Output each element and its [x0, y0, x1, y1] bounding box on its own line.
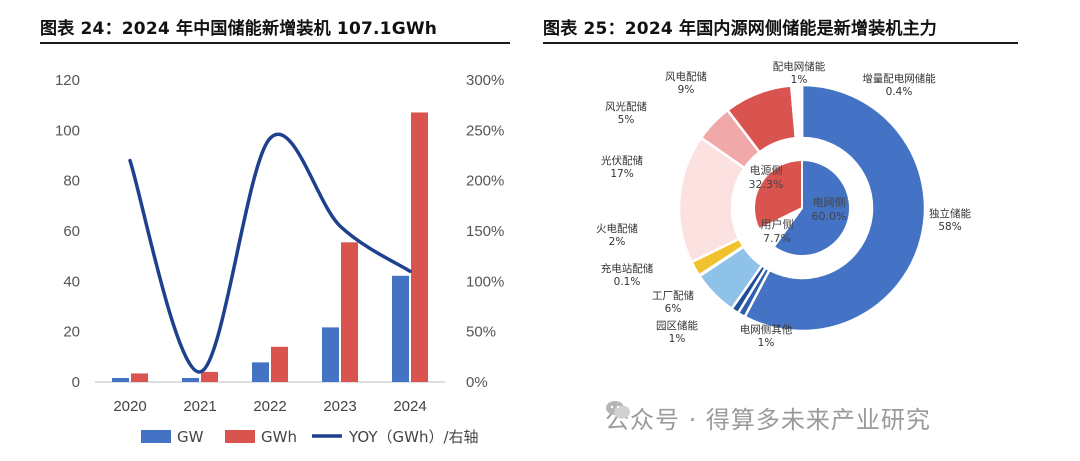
outer-label-name: 风光配储 — [605, 100, 647, 113]
bar-gwh — [411, 112, 428, 382]
outer-label-name: 工厂配储 — [652, 289, 694, 302]
bar-gwh — [341, 242, 358, 382]
left-title-rule — [40, 42, 510, 44]
right-title-rule — [543, 42, 1018, 44]
bar-gwh — [201, 371, 218, 382]
outer-label-pct: 9% — [678, 84, 695, 96]
watermark: 公众号 · 得算多未来产业研究 — [605, 400, 931, 435]
y-left-tick-label: 60 — [63, 223, 80, 240]
y-right-tick-label: 300% — [466, 72, 504, 89]
y-left-tick-label: 0 — [72, 374, 80, 391]
y-right-tick-label: 50% — [466, 324, 496, 341]
outer-label-pct: 0.1% — [614, 276, 641, 288]
outer-label-pct: 6% — [665, 303, 682, 315]
pie-chart: 电网侧60.0%用户侧7.7%电源侧32.3%独立储能58%电网侧其他1%园区储… — [596, 60, 971, 349]
bar-gwh — [271, 346, 288, 382]
outer-label-pct: 1% — [669, 333, 686, 345]
y-right-tick-label: 150% — [466, 223, 504, 240]
legend-swatch-gwh — [225, 430, 255, 443]
y-right-tick-label: 200% — [466, 173, 504, 190]
left-chart-title: 图表 24：2024 年中国储能新增装机 107.1GWh — [40, 19, 438, 39]
watermark-text: 公众号 · 得算多未来产业研究 — [605, 406, 931, 434]
bar-gw — [392, 275, 409, 382]
wechat-icon — [606, 401, 630, 419]
outer-label-name: 风电配储 — [665, 70, 707, 83]
outer-label-name: 光伏配储 — [601, 154, 643, 167]
inner-label-name: 电网侧 — [813, 196, 846, 209]
y-right-tick-label: 250% — [466, 122, 504, 139]
legend-label-gwh: GWh — [261, 428, 297, 446]
outer-label-name: 增量配电网储能 — [862, 72, 936, 85]
inner-label-pct: 60.0% — [812, 210, 847, 223]
bar-gw — [252, 362, 269, 382]
outer-label-pct: 17% — [610, 168, 633, 180]
x-tick-label: 2020 — [113, 398, 146, 415]
right-chart-title: 图表 25：2024 年国内源网侧储能是新增装机主力 — [543, 19, 938, 39]
legend-label-yoy: YOY（GWh）/右轴 — [348, 428, 479, 446]
x-tick-label: 2023 — [323, 398, 356, 415]
outer-label-name: 园区储能 — [656, 319, 698, 332]
outer-slice — [797, 83, 804, 140]
y-left-tick-label: 120 — [55, 72, 80, 89]
bar-chart: 0 20 40 60 80 100 120 0% 50% 100% 150% 200% 250% 300%… — [55, 72, 504, 446]
outer-label-name: 独立储能 — [929, 207, 971, 220]
y-left-tick-label: 40 — [63, 273, 80, 290]
outer-label-pct: 5% — [618, 114, 635, 126]
x-tick-label: 2024 — [393, 398, 426, 415]
x-tick-label: 2022 — [253, 398, 286, 415]
inner-label-pct: 7.7% — [763, 232, 791, 245]
outer-label-pct: 58% — [938, 221, 961, 233]
bar-gwh — [131, 373, 148, 382]
outer-label-pct: 1% — [791, 74, 808, 86]
y-left-tick-label: 100 — [55, 122, 80, 139]
outer-label-name: 配电网储能 — [773, 60, 826, 73]
y-right-tick-label: 0% — [466, 374, 488, 391]
outer-label-name: 充电站配储 — [601, 262, 654, 275]
bar-gw — [112, 377, 129, 382]
inner-label-name: 用户侧 — [761, 217, 794, 231]
yoy-line — [128, 132, 412, 374]
y-right-tick-label: 100% — [466, 273, 504, 290]
bar-gw — [182, 377, 199, 382]
legend-label-gw: GW — [177, 428, 204, 446]
inner-slice — [753, 158, 803, 231]
inner-label-name: 电源侧 — [750, 163, 783, 177]
y-left-tick-label: 80 — [63, 173, 80, 190]
inner-slice — [772, 158, 851, 257]
legend-swatch-gw — [141, 430, 171, 443]
bar-gw — [322, 327, 339, 382]
outer-label-name: 火电配储 — [596, 222, 638, 235]
outer-label-pct: 1% — [758, 337, 775, 349]
y-left-tick-label: 20 — [63, 324, 80, 341]
outer-label-pct: 0.4% — [886, 86, 913, 98]
x-tick-label: 2021 — [183, 398, 216, 415]
outer-label-pct: 2% — [609, 236, 626, 248]
inner-label-pct: 32.3% — [749, 178, 784, 191]
outer-label-name: 电网侧其他 — [740, 323, 793, 336]
outer-slice — [743, 83, 927, 333]
